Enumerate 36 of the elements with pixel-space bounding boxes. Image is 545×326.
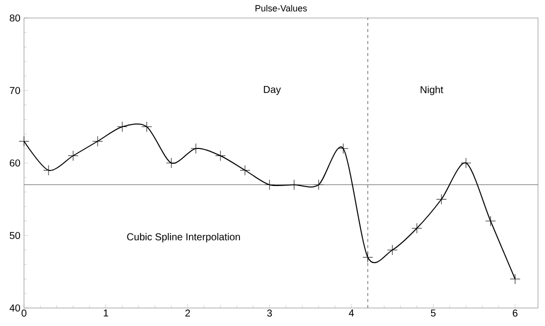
x-tick-label: 5: [430, 310, 436, 317]
x-tick-label: 3: [267, 310, 272, 317]
point: [362, 252, 374, 262]
x-tick-label: 2: [185, 310, 190, 317]
point: [215, 150, 226, 161]
point: [92, 136, 103, 146]
annotation: Day: [264, 86, 281, 95]
point: [338, 143, 348, 154]
point: [142, 122, 152, 132]
point: [190, 143, 202, 154]
point: [313, 180, 324, 190]
point: [436, 194, 447, 204]
point: [485, 216, 496, 226]
point: [264, 180, 275, 190]
y-tick-label: 70: [10, 86, 20, 94]
y-tick-label: 40: [10, 304, 20, 312]
x-tick-label: 4: [348, 310, 354, 316]
annotation: Cubic Spline Interpolation: [127, 233, 240, 242]
x-tick-label: 1: [104, 310, 108, 316]
point: [116, 122, 128, 132]
point: [166, 158, 177, 168]
x-tick-label: 6: [512, 310, 518, 317]
y-tick-label: 50: [10, 232, 20, 240]
chart-title: Pulse-Values: [256, 4, 307, 12]
point: [510, 274, 520, 284]
point: [43, 165, 54, 176]
point: [387, 244, 398, 256]
point: [18, 136, 30, 146]
x-tick-label: 0: [22, 310, 26, 317]
point: [240, 165, 250, 176]
y-tick-label: 60: [10, 159, 20, 167]
point: [68, 150, 78, 161]
point: [412, 223, 422, 234]
annotation: Night: [420, 86, 444, 96]
y-tick-label: 80: [10, 14, 20, 22]
point: [460, 158, 472, 168]
